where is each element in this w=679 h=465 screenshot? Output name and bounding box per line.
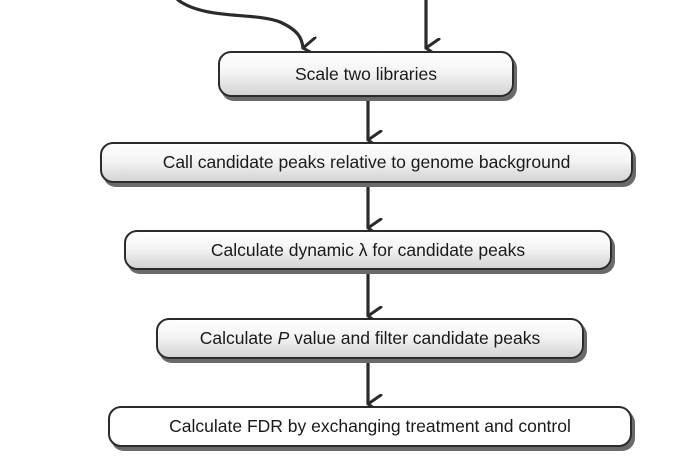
step-calculate-fdr-label: Calculate FDR by exchanging treatment an… (169, 416, 571, 436)
step-pvalue-filter-label: Calculate P value and filter candidate p… (200, 328, 541, 349)
step-calculate-fdr: Calculate FDR by exchanging treatment an… (108, 406, 632, 447)
step-call-candidate-peaks-label: Call candidate peaks relative to genome … (162, 152, 571, 172)
step-scale-libraries-label: Scale two libraries (295, 63, 437, 84)
incoming-curved-arrow (176, 0, 303, 48)
step-pvalue-post: value and filter candidate peaks (289, 328, 541, 348)
step-scale-libraries: Scale two libraries (218, 51, 514, 97)
step-call-candidate-peaks: Call candidate peaks relative to genome … (100, 142, 633, 183)
step-dynamic-lambda-label: Calculate dynamic λ for candidate peaks (210, 239, 526, 260)
step-pvalue-filter: Calculate P value and filter candidate p… (156, 318, 584, 359)
step-pvalue-italic: P (277, 328, 290, 348)
step-pvalue-pre: Calculate (199, 328, 278, 348)
step-dynamic-lambda: Calculate dynamic λ for candidate peaks (124, 230, 612, 270)
